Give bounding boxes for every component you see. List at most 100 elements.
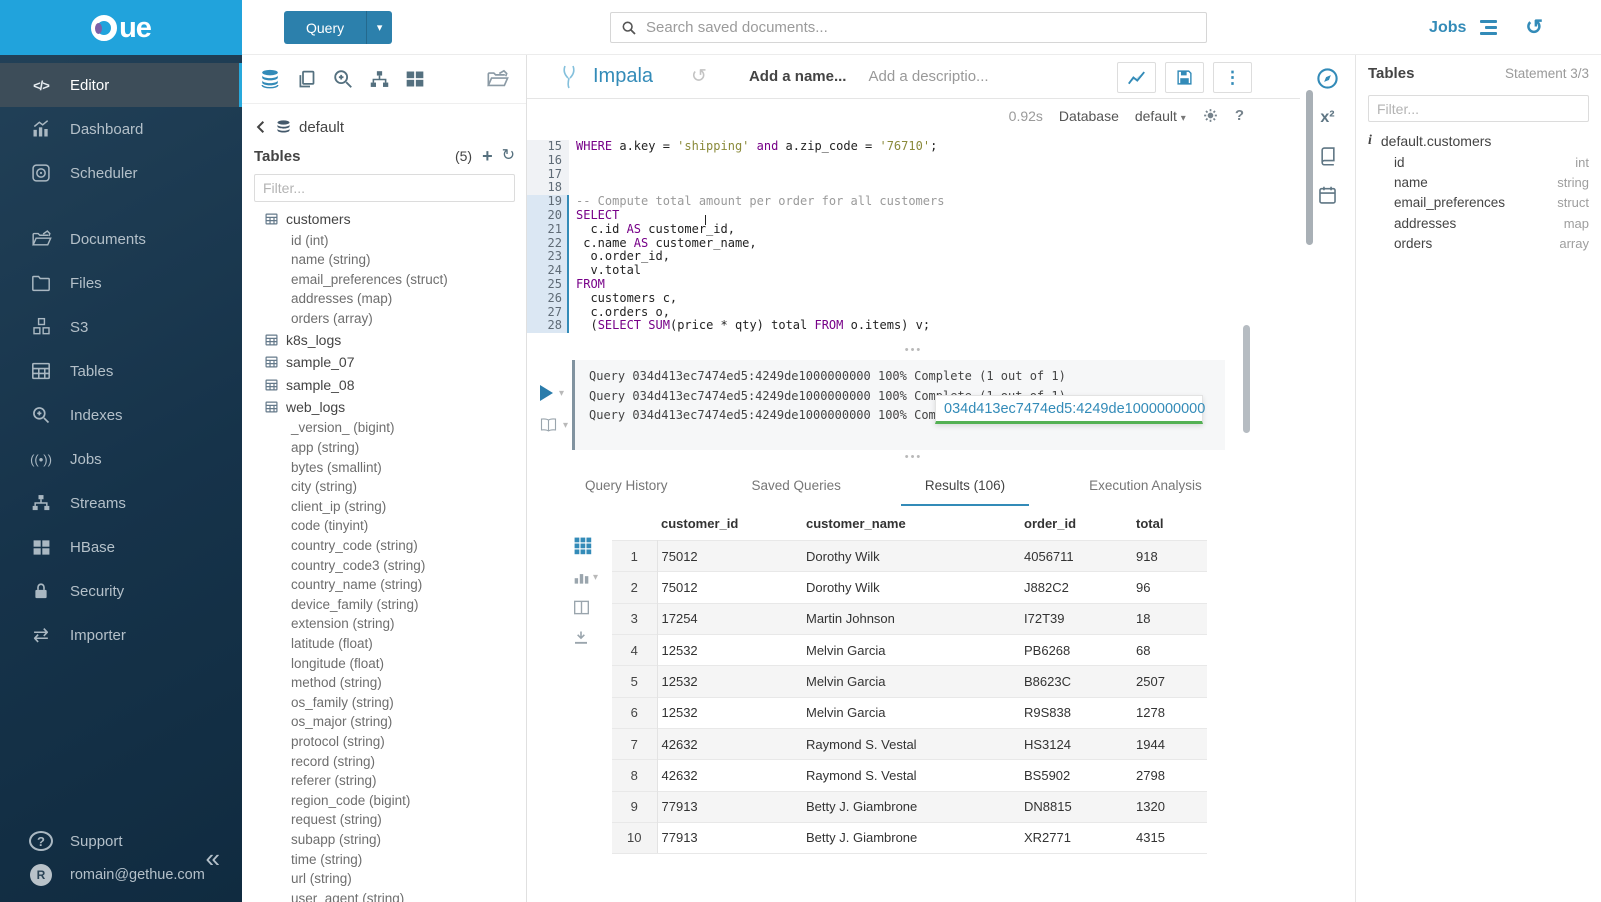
right-column-item[interactable]: email_preferencesstruct <box>1368 193 1589 213</box>
assist-column-item[interactable]: name (string) <box>254 250 515 270</box>
assist-column-item[interactable]: email_preferences (struct) <box>254 270 515 290</box>
editor-scrollbar[interactable] <box>1243 325 1250 433</box>
right-filter-input[interactable] <box>1368 95 1589 122</box>
save-button[interactable] <box>1165 62 1204 93</box>
engine-name[interactable]: Impala <box>593 65 653 88</box>
right-column-item[interactable]: addressesmap <box>1368 213 1589 233</box>
active-table-item[interactable]: i default.customers <box>1368 130 1589 152</box>
info-icon[interactable]: i <box>1368 133 1372 149</box>
tab-query-history[interactable]: Query History <box>561 472 692 506</box>
sidebar-item-editor[interactable]: </>Editor <box>0 63 242 107</box>
jobs-list-icon[interactable] <box>1480 20 1497 36</box>
job-id-popover[interactable]: 034d413ec7474ed5:4249de1000000000 <box>935 395 1203 424</box>
assist-table-item[interactable]: sample_07 <box>254 351 515 374</box>
table-row[interactable]: 1077913Betty J. GiambroneXR27714315 <box>612 822 1207 853</box>
tab-saved-queries[interactable]: Saved Queries <box>728 472 865 506</box>
hue-logo[interactable]: ue <box>0 0 242 55</box>
code-line[interactable]: 16 <box>527 154 1300 168</box>
back-chevron-icon[interactable] <box>254 120 268 134</box>
assist-column-item[interactable]: user_agent (string) <box>254 889 515 902</box>
code-line[interactable]: 19-- Compute total amount per order for … <box>527 195 1300 209</box>
right-column-item[interactable]: namestring <box>1368 172 1589 192</box>
language-reference-icon[interactable] <box>1318 146 1338 166</box>
code-line[interactable]: 26 customers c, <box>527 292 1300 306</box>
database-select[interactable]: default ▾ <box>1135 108 1186 124</box>
sidebar-item-dashboard[interactable]: Dashboard <box>0 107 242 151</box>
code-line[interactable]: 27 c.orders o, <box>527 306 1300 320</box>
assist-column-item[interactable]: _version_ (bigint) <box>254 418 515 438</box>
sidebar-item-indexes[interactable]: Indexes <box>0 393 242 437</box>
folder-open-icon[interactable] <box>486 68 509 90</box>
table-row[interactable]: 175012Dorothy Wilk4056711918 <box>612 541 1207 572</box>
table-row[interactable]: 317254Martin JohnsonI72T3918 <box>612 603 1207 634</box>
results-column-header[interactable]: customer_name <box>802 508 1020 541</box>
breadcrumb-database[interactable]: default <box>299 119 344 136</box>
results-column-header[interactable]: customer_id <box>657 508 802 541</box>
tab-results-[interactable]: Results (106) <box>901 472 1029 506</box>
code-line[interactable]: 15WHERE a.key = 'shipping' and a.zip_cod… <box>527 140 1300 154</box>
assist-table-item[interactable]: web_logs <box>254 396 515 419</box>
assist-column-item[interactable]: code (tinyint) <box>254 516 515 536</box>
assist-column-item[interactable]: id (int) <box>254 231 515 251</box>
results-column-header[interactable]: total <box>1132 508 1207 541</box>
assist-column-item[interactable]: client_ip (string) <box>254 497 515 517</box>
assist-column-item[interactable]: latitude (float) <box>254 634 515 654</box>
code-line[interactable]: 24 v.total <box>527 264 1300 278</box>
table-row[interactable]: 842632Raymond S. VestalBS59022798 <box>612 760 1207 791</box>
assist-column-item[interactable]: orders (array) <box>254 309 515 329</box>
download-icon[interactable] <box>573 630 598 645</box>
assist-column-item[interactable]: addresses (map) <box>254 289 515 309</box>
assist-column-item[interactable]: country_name (string) <box>254 575 515 595</box>
tab-execution-analysis[interactable]: Execution Analysis <box>1065 472 1226 506</box>
code-line[interactable]: 17 <box>527 168 1300 182</box>
main-scrollbar[interactable] <box>1306 90 1313 245</box>
table-row[interactable]: 275012Dorothy WilkJ882C296 <box>612 572 1207 603</box>
sidebar-item-jobs[interactable]: ((•))Jobs <box>0 437 242 481</box>
columns-view-icon[interactable] <box>573 600 598 615</box>
assist-column-item[interactable]: country_code (string) <box>254 536 515 556</box>
table-row[interactable]: 412532Melvin GarciaPB626868 <box>612 635 1207 666</box>
help-icon[interactable]: ? <box>1235 107 1244 124</box>
new-query-button[interactable]: Query ▾ <box>284 11 392 44</box>
functions-icon[interactable]: x² <box>1320 109 1334 127</box>
assist-column-item[interactable]: record (string) <box>254 752 515 772</box>
right-column-item[interactable]: ordersarray <box>1368 233 1589 253</box>
assist-column-item[interactable]: longitude (float) <box>254 654 515 674</box>
assist-column-item[interactable]: os_major (string) <box>254 712 515 732</box>
sidebar-item-hbase[interactable]: HBase <box>0 525 242 569</box>
assist-column-item[interactable]: os_family (string) <box>254 693 515 713</box>
chart-view-icon[interactable]: ▾ <box>573 570 598 585</box>
code-line[interactable]: 25FROM <box>527 278 1300 292</box>
code-line[interactable]: 18 <box>527 181 1300 195</box>
query-description-field[interactable]: Add a descriptio... <box>868 68 988 85</box>
table-row[interactable]: 977913Betty J. GiambroneDN88151320 <box>612 791 1207 822</box>
table-row[interactable]: 742632Raymond S. VestalHS31241944 <box>612 728 1207 759</box>
assist-column-item[interactable]: app (string) <box>254 438 515 458</box>
assist-table-item[interactable]: k8s_logs <box>254 328 515 351</box>
sidebar-item-tables[interactable]: Tables <box>0 349 242 393</box>
assist-filter-input[interactable] <box>254 174 515 202</box>
query-history-icon[interactable]: ↺ <box>1525 18 1543 38</box>
copy-documents-icon[interactable] <box>296 69 317 90</box>
assist-column-item[interactable]: request (string) <box>254 810 515 830</box>
assist-column-item[interactable]: bytes (smallint) <box>254 458 515 478</box>
execute-button[interactable]: ▾ <box>540 385 564 401</box>
global-search-input[interactable]: Search saved documents... <box>610 12 1207 43</box>
calendar-icon[interactable] <box>1318 185 1337 205</box>
database-icon[interactable] <box>259 68 281 90</box>
resize-handle[interactable]: ••• <box>527 347 1300 357</box>
editor-assistant-compass-icon[interactable] <box>1316 67 1339 90</box>
assist-column-item[interactable]: device_family (string) <box>254 595 515 615</box>
code-line[interactable]: 20SELECT <box>527 209 1300 223</box>
add-table-icon[interactable]: + <box>482 149 493 163</box>
code-line[interactable]: 28 (SELECT SUM(price * qty) total FROM o… <box>527 319 1300 333</box>
assist-column-item[interactable]: protocol (string) <box>254 732 515 752</box>
collapse-sidebar-button[interactable]: « <box>206 843 220 874</box>
statement-explain-button[interactable]: ▾ <box>540 418 568 432</box>
results-column-header[interactable]: order_id <box>1020 508 1132 541</box>
assist-column-item[interactable]: method (string) <box>254 673 515 693</box>
assist-column-item[interactable]: extension (string) <box>254 614 515 634</box>
resize-handle[interactable]: ••• <box>527 454 1300 464</box>
assist-column-item[interactable]: region_code (bigint) <box>254 791 515 811</box>
table-row[interactable]: 512532Melvin GarciaB8623C2507 <box>612 666 1207 697</box>
